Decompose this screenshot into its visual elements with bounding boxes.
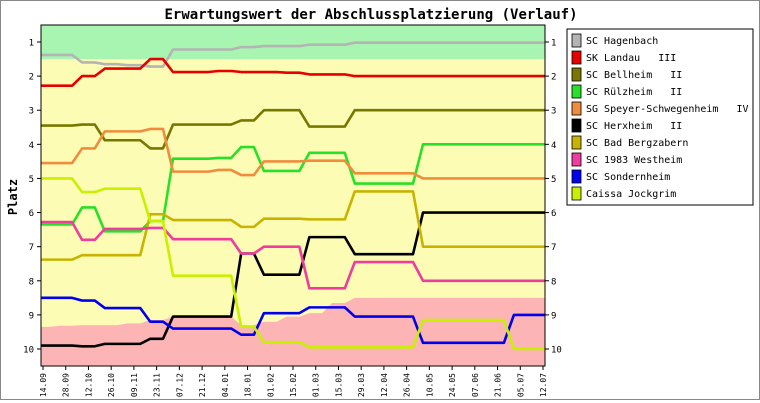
legend-swatch	[571, 152, 582, 167]
series-lines	[41, 41, 545, 351]
y-tick-label-right: 6	[551, 209, 556, 219]
x-tick-label: 04.01	[221, 373, 230, 397]
x-tick-label: 15.03	[334, 373, 343, 397]
x-tick-label: 21.06	[494, 373, 503, 397]
legend-label: SC Bellheim II	[586, 70, 682, 81]
legend-swatch	[571, 169, 582, 184]
x-tick-label: 15.02	[289, 373, 298, 397]
series-line-0	[41, 41, 545, 68]
x-tick-label: 21.12	[198, 373, 207, 397]
y-tick-label-left: 3	[29, 107, 34, 117]
x-tick-label: 24.05	[448, 373, 457, 397]
legend-label: SC 1983 Westheim	[586, 155, 682, 166]
x-tick-label: 29.03	[357, 373, 366, 397]
x-tick-label: 01.03	[312, 373, 321, 397]
legend-swatch	[571, 50, 582, 65]
x-tick-label: 26.10	[107, 373, 116, 397]
y-tick-label-left: 10	[23, 346, 34, 356]
x-tick-label: 28.09	[62, 373, 71, 397]
legend-label: SC Herxheim II	[586, 121, 682, 132]
legend-label: Caissa Jockgrim	[586, 189, 676, 200]
series-line-7	[41, 220, 545, 290]
band-midfield	[41, 59, 545, 327]
x-tick-label: 09.11	[130, 373, 139, 397]
y-tick-label-left: 9	[29, 311, 34, 321]
legend-swatch	[571, 135, 582, 150]
background-bands	[41, 25, 545, 366]
y-tick-label-right: 2	[551, 73, 556, 83]
x-tick-label: 12.04	[380, 373, 389, 397]
x-tick-label: 26.04	[403, 373, 412, 397]
legend-swatch	[571, 33, 582, 48]
series-line-6	[41, 190, 545, 261]
x-tick-label: 07.06	[471, 373, 480, 397]
series-line-9	[41, 177, 545, 351]
legend-swatch	[571, 118, 582, 133]
y-tick-label-right: 8	[551, 277, 556, 287]
y-tick-label-right: 5	[551, 175, 556, 185]
y-tick-label-right: 7	[551, 243, 556, 253]
legend-swatch	[571, 84, 582, 99]
legend-swatch	[571, 67, 582, 82]
y-tick-label-right: 10	[551, 346, 562, 356]
series-line-4	[41, 127, 545, 180]
legend-label: SC Sondernheim	[586, 172, 670, 183]
legend-label: SC Rülzheim II	[586, 87, 682, 98]
legend-swatch	[571, 186, 582, 201]
legend-box	[566, 28, 754, 206]
x-tick-label: 12.07	[539, 373, 548, 397]
y-tick-label-left: 7	[29, 243, 34, 253]
y-tick-label-left: 6	[29, 209, 34, 219]
series-line-1	[41, 57, 545, 87]
legend-swatch	[571, 101, 582, 116]
y-tick-label-right: 4	[551, 141, 556, 151]
y-tick-label-right: 9	[551, 311, 556, 321]
y-tick-label-left: 4	[29, 141, 34, 151]
series-line-2	[41, 108, 545, 150]
legend-label: SC Hagenbach	[586, 36, 658, 47]
series-line-5	[41, 211, 545, 348]
x-tick-label: 12.10	[84, 373, 93, 397]
x-tick-label: 05.07	[516, 373, 525, 397]
y-tick-label-right: 3	[551, 107, 556, 117]
band-relegation	[41, 297, 545, 366]
x-tick-label: 18.01	[244, 373, 253, 397]
y-tick-label-left: 2	[29, 73, 34, 83]
legend: SC Hagenbach SK Landau III SC Bellheim II S…	[566, 28, 754, 206]
y-axis-label: Platz	[6, 179, 20, 215]
legend-label: SK Landau III	[586, 53, 676, 64]
band-promotion	[41, 25, 545, 60]
x-tick-label: 23.11	[153, 373, 162, 397]
y-tick-label-left: 1	[29, 39, 34, 49]
chart-title: Erwartungswert der Abschlussplatzierung …	[164, 7, 577, 23]
x-tick-label: 10.05	[425, 373, 434, 397]
x-tick-label: 14.09	[39, 373, 48, 397]
y-tick-label-left: 5	[29, 175, 34, 185]
axes: 1 1 2 2 3 3 4 4 5 5 6 6 7 7 8 8 9 9 10 10 14.09 28.09 12.10 26.…	[23, 24, 562, 397]
y-tick-label-left: 8	[29, 277, 34, 287]
legend-label: SC Bad Bergzabern	[586, 138, 688, 149]
series-line-3	[41, 143, 545, 233]
series-line-8	[41, 296, 545, 345]
legend-label: SG Speyer-Schwegenheim IV	[586, 104, 749, 115]
y-tick-label-right: 1	[551, 39, 556, 49]
x-tick-label: 01.02	[266, 373, 275, 397]
x-tick-label: 07.12	[175, 373, 184, 397]
